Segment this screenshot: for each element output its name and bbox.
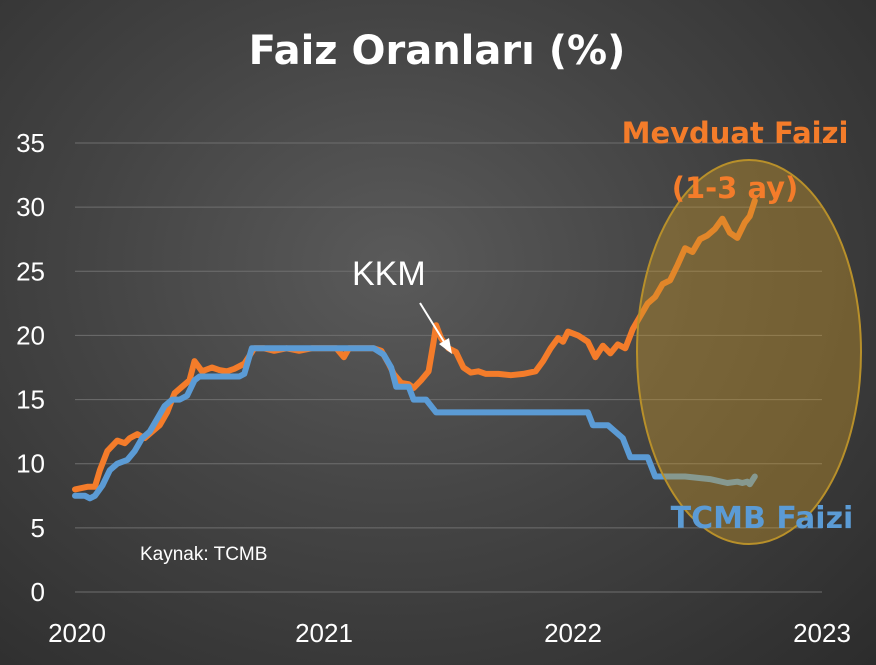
x-tick-label: 2022	[544, 618, 602, 648]
series-lines	[72, 197, 758, 502]
y-tick-label: 5	[31, 513, 45, 543]
y-tick-label: 20	[16, 320, 45, 350]
y-axis-ticks: 0 5 10 15 20 25 30 35	[16, 128, 45, 607]
y-tick-label: 35	[16, 128, 45, 158]
deposit-rate-line	[72, 197, 758, 493]
y-tick-label: 25	[16, 256, 45, 286]
x-axis-ticks: 2020 2021 2022 2023	[48, 618, 851, 648]
policy-rate-label: TCMB Faizi	[671, 501, 854, 536]
policy-rate-line	[72, 345, 758, 502]
kkm-annotation: KKM	[352, 255, 426, 293]
x-tick-label: 2023	[793, 618, 851, 648]
x-tick-label: 2020	[48, 618, 106, 648]
highlight-ellipse	[636, 159, 862, 545]
chart-title: Faiz Oranları (%)	[249, 28, 626, 74]
source-note: Kaynak: TCMB	[140, 544, 267, 565]
x-tick-label: 2021	[295, 618, 353, 648]
y-tick-label: 10	[16, 449, 45, 479]
kkm-arrow	[419, 302, 452, 354]
deposit-rate-label-line1: Mevduat Faizi	[622, 116, 849, 150]
y-tick-label: 0	[31, 577, 45, 607]
y-tick-label: 30	[16, 192, 45, 222]
y-tick-label: 15	[16, 385, 45, 415]
grid-lines	[75, 142, 822, 593]
deposit-rate-label-line2: (1-3 ay)	[672, 171, 799, 205]
